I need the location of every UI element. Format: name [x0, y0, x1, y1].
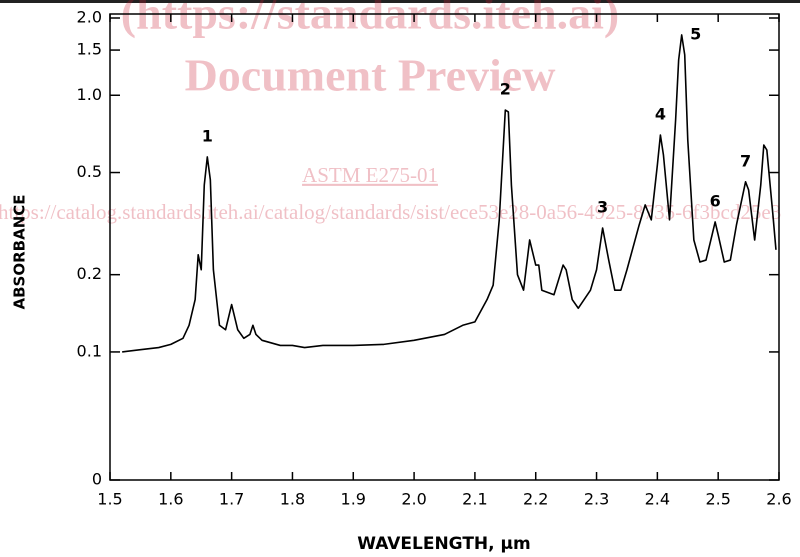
- x-tick-label: 2.2: [523, 490, 548, 509]
- x-tick-label: 1.6: [158, 490, 183, 509]
- peak-label: 6: [710, 191, 721, 210]
- watermark-text: https://catalog.standards.iteh.ai/catalo…: [0, 200, 781, 224]
- peak-label: 3: [597, 197, 608, 216]
- spectrum-line: [122, 34, 777, 353]
- y-tick-label: 2.0: [77, 8, 102, 27]
- watermark-text: ASTM E275-01: [302, 163, 438, 187]
- x-tick-label: 1.5: [97, 490, 122, 509]
- peak-label: 1: [202, 126, 213, 145]
- y-tick-label: 0.2: [77, 264, 102, 283]
- x-tick-label: 1.7: [219, 490, 244, 509]
- x-tick-label: 1.9: [341, 490, 366, 509]
- watermark: (https://standards.iteh.ai) Document Prev…: [0, 0, 781, 224]
- peak-label: 4: [655, 105, 666, 124]
- y-axis-label: ABSORBANCE: [11, 195, 29, 310]
- x-tick-label: 2.6: [766, 490, 791, 509]
- watermark-text: (https://standards.iteh.ai): [121, 0, 619, 39]
- peak-label: 2: [500, 80, 511, 99]
- y-tick-label: 0.1: [77, 341, 102, 360]
- watermark-text: Document Preview: [185, 50, 556, 101]
- x-tick-label: 2.5: [705, 490, 730, 509]
- plot-frame: [109, 13, 780, 481]
- x-tick-label: 1.8: [280, 490, 305, 509]
- top-bar: [0, 0, 800, 3]
- x-tick-label: 2.0: [401, 490, 426, 509]
- x-tick-label: 2.4: [645, 490, 670, 509]
- y-tick-label: 1.0: [77, 85, 102, 104]
- x-tick-label: 2.1: [462, 490, 487, 509]
- x-tick-label: 2.3: [584, 490, 609, 509]
- peak-label: 5: [690, 24, 701, 43]
- peak-label: 7: [740, 151, 751, 170]
- x-axis-label: WAVELENGTH, μm: [357, 534, 531, 554]
- y-tick-label: 0.5: [77, 162, 102, 181]
- y-tick-label: 1.5: [77, 40, 102, 59]
- y-tick-label: 0: [92, 470, 102, 489]
